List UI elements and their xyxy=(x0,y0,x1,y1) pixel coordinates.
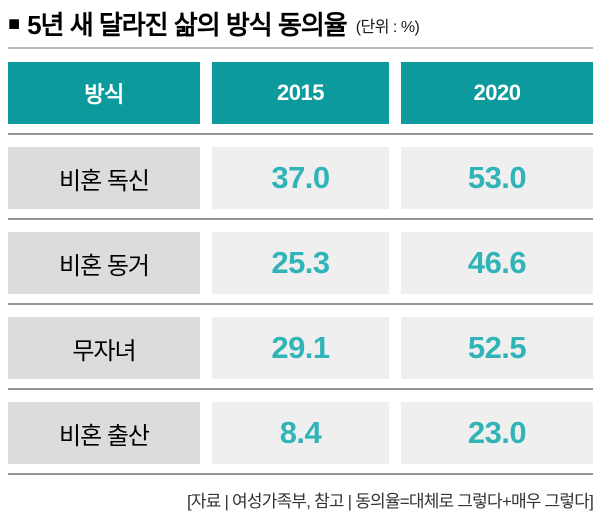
table-row: 무자녀 29.1 52.5 xyxy=(8,317,593,379)
table-row: 비혼 출산 8.4 23.0 xyxy=(8,402,593,464)
table-row: 비혼 동거 25.3 46.6 xyxy=(8,232,593,294)
table-row: 비혼 독신 37.0 53.0 xyxy=(8,147,593,209)
value-2015: 29.1 xyxy=(212,317,389,379)
value-2020: 53.0 xyxy=(401,147,593,209)
header-cell-method: 방식 xyxy=(8,62,200,124)
row-label: 비혼 독신 xyxy=(8,147,200,209)
row-divider xyxy=(8,473,593,475)
row-label: 비혼 동거 xyxy=(8,232,200,294)
value-2020: 23.0 xyxy=(401,402,593,464)
header-cell-2015: 2015 xyxy=(212,62,389,124)
value-2015: 8.4 xyxy=(212,402,389,464)
page-title: ■ 5년 새 달라진 삶의 방식 동의율 (단위 : %) xyxy=(8,6,593,40)
value-2020: 46.6 xyxy=(401,232,593,294)
value-2015: 25.3 xyxy=(212,232,389,294)
title-divider xyxy=(8,47,593,49)
row-divider xyxy=(8,388,593,390)
row-label: 비혼 출산 xyxy=(8,402,200,464)
row-divider xyxy=(8,218,593,220)
header-cell-2020: 2020 xyxy=(401,62,593,124)
table-header-row: 방식 2015 2020 xyxy=(8,62,593,124)
title-text: 5년 새 달라진 삶의 방식 동의율 xyxy=(27,9,348,40)
value-2020: 52.5 xyxy=(401,317,593,379)
row-divider xyxy=(8,303,593,305)
square-bullet-icon: ■ xyxy=(8,13,21,35)
row-label: 무자녀 xyxy=(8,317,200,379)
footer-source: [자료 | 여성가족부, 참고 | 동의율=대체로 그렇다+매우 그렇다] xyxy=(186,492,594,511)
title-unit: (단위 : %) xyxy=(355,19,420,36)
row-divider xyxy=(8,133,593,135)
value-2015: 37.0 xyxy=(212,147,389,209)
